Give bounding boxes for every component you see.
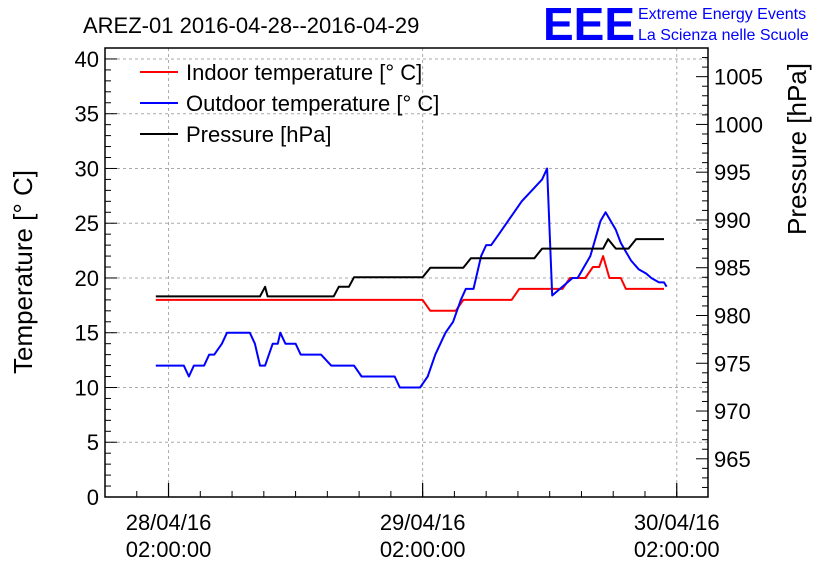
y-tick-label: 10: [75, 375, 99, 400]
legend-label-2: Pressure [hPa]: [186, 122, 332, 147]
eee-logo: EEE Extreme Energy Events La Scienza nel…: [543, 0, 809, 50]
y-tick-label: 15: [75, 321, 99, 346]
y2-tick-label: 1005: [714, 65, 763, 90]
y-tick-label: 5: [87, 430, 99, 455]
y-tick-label: 0: [87, 485, 99, 510]
x-tick-label-date: 30/04/16: [634, 510, 720, 535]
y2-tick-label: 985: [714, 256, 751, 281]
series-layer: [155, 167, 668, 389]
y-tick-label: 30: [75, 156, 99, 181]
x-tick-label-date: 29/04/16: [380, 510, 466, 535]
y-tick-label: 35: [75, 102, 99, 127]
series-line-2: [155, 238, 664, 298]
y2-tick-label: 975: [714, 351, 751, 376]
x-tick-label-time: 02:00:00: [380, 537, 466, 562]
chart-title: AREZ-01 2016-04-28--2016-04-29: [83, 13, 419, 38]
legend-layer: Indoor temperature [° C] Outdoor temperat…: [140, 60, 439, 147]
y-tick-label: 40: [75, 47, 99, 72]
y2-tick-label: 970: [714, 399, 751, 424]
y-tick-label: 20: [75, 266, 99, 291]
eee-logo-mark: EEE: [543, 0, 635, 50]
x-tick-label-time: 02:00:00: [126, 537, 212, 562]
y2-tick-label: 995: [714, 160, 751, 185]
y-axis-title: Temperature [° C]: [8, 170, 38, 374]
y2-tick-label: 1000: [714, 112, 763, 137]
legend-label-0: Indoor temperature [° C]: [186, 60, 422, 85]
axes-layer: 0 5 10 15 20 25 30 35 40 965 970 975 980 985 990 995 100…: [75, 47, 763, 562]
x-tick-label-date: 28/04/16: [126, 510, 212, 535]
series-line-0: [155, 255, 664, 312]
series-line-1: [155, 167, 668, 389]
eee-logo-line1: Extreme Energy Events: [638, 6, 806, 23]
y2-tick-label: 965: [714, 447, 751, 472]
legend-label-1: Outdoor temperature [° C]: [186, 91, 439, 116]
x-tick-label-time: 02:00:00: [634, 537, 720, 562]
plot-frame: [104, 47, 709, 498]
y2-tick-label: 990: [714, 208, 751, 233]
y-tick-label: 25: [75, 211, 99, 236]
eee-logo-line2: La Scienza nelle Scuole: [638, 27, 809, 44]
y2-tick-label: 980: [714, 303, 751, 328]
y2-axis-title: Pressure [hPa]: [782, 63, 812, 235]
